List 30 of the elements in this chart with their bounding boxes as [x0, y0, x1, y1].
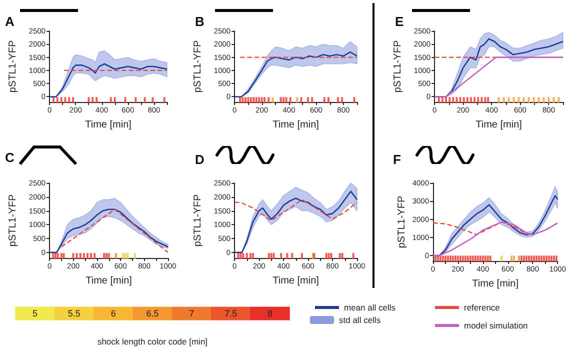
- y-axis-title: pSTL1-YFP: [8, 194, 18, 247]
- x-axis-title: Time [min]: [85, 120, 132, 130]
- x-axis-title: Time [min]: [472, 278, 519, 290]
- x-axis-title: Time [min]: [272, 120, 320, 130]
- y-axis-title: pSTL1-YFP: [8, 40, 18, 93]
- data-label: 6: [110, 308, 116, 318]
- data-label: 6.5: [146, 308, 159, 318]
- x-axis-title: Time [min]: [86, 276, 132, 286]
- data-label: 5: [32, 308, 38, 318]
- text: std all cells: [339, 315, 381, 325]
- y-axis-title: pSTL1-YFP: [396, 196, 408, 248]
- y-axis-title: pSTL1-YFP: [192, 40, 204, 93]
- data-label: 7: [189, 308, 194, 318]
- data-label: 8: [268, 308, 273, 318]
- chart-title: D: [195, 152, 204, 167]
- legend-label: mean all cells: [344, 302, 396, 312]
- y-axis-title: pSTL1-YFP: [192, 194, 204, 247]
- chart-title: B: [195, 14, 204, 29]
- chart-title: F: [393, 152, 401, 167]
- y-axis-title: pSTL1-YFP: [392, 40, 404, 93]
- chart-title: E: [395, 14, 404, 29]
- x-axis-title: Time [min]: [272, 276, 320, 286]
- x-axis-title: Time [min]: [476, 120, 522, 130]
- data-label: 7.5: [224, 308, 238, 318]
- chart-title: C: [5, 150, 15, 165]
- legend-label: reference: [464, 302, 500, 312]
- x-axis-title: shock length color code [min]: [97, 336, 208, 346]
- data-label: 5.5: [68, 308, 80, 318]
- legend-label: model simulation: [464, 320, 528, 330]
- chart-title: A: [5, 14, 15, 29]
